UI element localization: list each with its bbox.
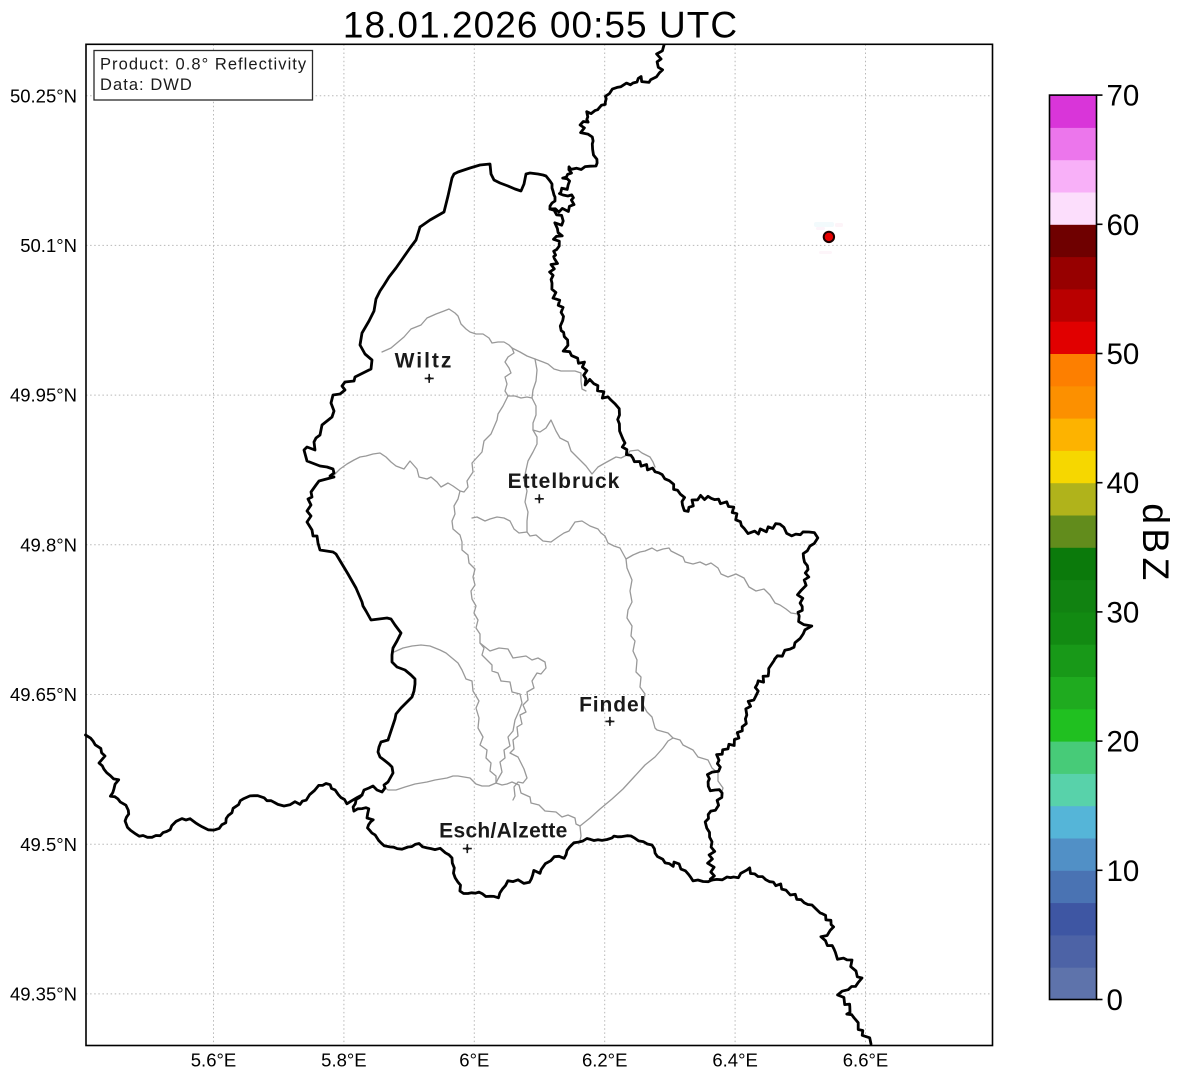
svg-text:49.95°N: 49.95°N [10, 385, 77, 406]
svg-text:6.4°E: 6.4°E [712, 1050, 757, 1071]
svg-text:5.6°E: 5.6°E [191, 1050, 236, 1071]
svg-text:49.65°N: 49.65°N [10, 684, 77, 705]
svg-text:60: 60 [1107, 209, 1140, 242]
svg-text:18.01.2026 00:55 UTC: 18.01.2026 00:55 UTC [343, 5, 738, 46]
svg-text:dBZ: dBZ [1135, 503, 1176, 584]
svg-text:49.5°N: 49.5°N [20, 834, 77, 855]
svg-text:70: 70 [1107, 80, 1140, 113]
svg-text:Wiltz: Wiltz [395, 350, 454, 373]
svg-text:Ettelbruck: Ettelbruck [508, 470, 621, 493]
svg-text:50.1°N: 50.1°N [20, 235, 77, 256]
svg-text:10: 10 [1107, 855, 1140, 888]
svg-text:Product: 0.8° Reflectivity: Product: 0.8° Reflectivity [100, 56, 307, 74]
svg-text:49.8°N: 49.8°N [20, 534, 77, 555]
svg-text:6°E: 6°E [459, 1050, 489, 1071]
svg-text:49.35°N: 49.35°N [10, 984, 77, 1005]
svg-text:6.2°E: 6.2°E [582, 1050, 627, 1071]
svg-text:5.8°E: 5.8°E [321, 1050, 366, 1071]
svg-text:20: 20 [1107, 726, 1140, 759]
svg-text:50: 50 [1107, 338, 1140, 371]
svg-text:50.25°N: 50.25°N [10, 85, 77, 106]
svg-text:40: 40 [1107, 467, 1140, 500]
svg-text:0: 0 [1107, 984, 1123, 1017]
svg-text:Data: DWD: Data: DWD [100, 76, 193, 94]
svg-text:Findel: Findel [579, 694, 646, 717]
svg-text:Esch/Alzette: Esch/Alzette [439, 820, 567, 843]
svg-text:6.6°E: 6.6°E [843, 1050, 888, 1071]
svg-text:30: 30 [1107, 596, 1140, 629]
